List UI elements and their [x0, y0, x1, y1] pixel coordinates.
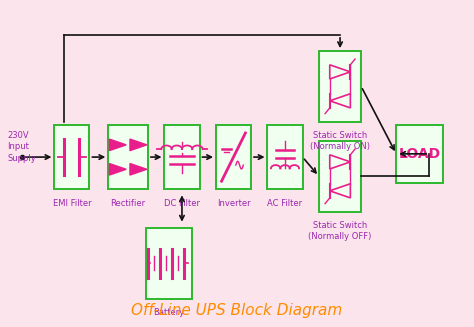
FancyBboxPatch shape [55, 125, 90, 189]
FancyBboxPatch shape [164, 125, 200, 189]
Text: Static Switch
(Normally ON): Static Switch (Normally ON) [310, 131, 370, 151]
FancyBboxPatch shape [267, 125, 302, 189]
Text: Inverter: Inverter [217, 199, 250, 208]
Text: Off-Line UPS Block Diagram: Off-Line UPS Block Diagram [131, 303, 343, 318]
FancyBboxPatch shape [108, 125, 148, 189]
FancyBboxPatch shape [396, 125, 443, 183]
Polygon shape [109, 139, 126, 151]
FancyBboxPatch shape [146, 228, 192, 299]
FancyBboxPatch shape [319, 51, 361, 122]
Text: Rectifier: Rectifier [110, 199, 146, 208]
Text: LOAD: LOAD [399, 147, 441, 161]
Text: AC Filter: AC Filter [267, 199, 302, 208]
Polygon shape [130, 164, 147, 175]
Polygon shape [130, 139, 147, 151]
Text: EMI Filter: EMI Filter [53, 199, 91, 208]
Text: 230V
Input
Supply: 230V Input Supply [8, 131, 36, 163]
FancyBboxPatch shape [216, 125, 251, 189]
Text: DC Filter: DC Filter [164, 199, 200, 208]
Polygon shape [109, 164, 126, 175]
Text: Static Switch
(Normally OFF): Static Switch (Normally OFF) [309, 221, 372, 241]
Text: Battery: Battery [154, 308, 185, 317]
FancyBboxPatch shape [319, 141, 361, 212]
